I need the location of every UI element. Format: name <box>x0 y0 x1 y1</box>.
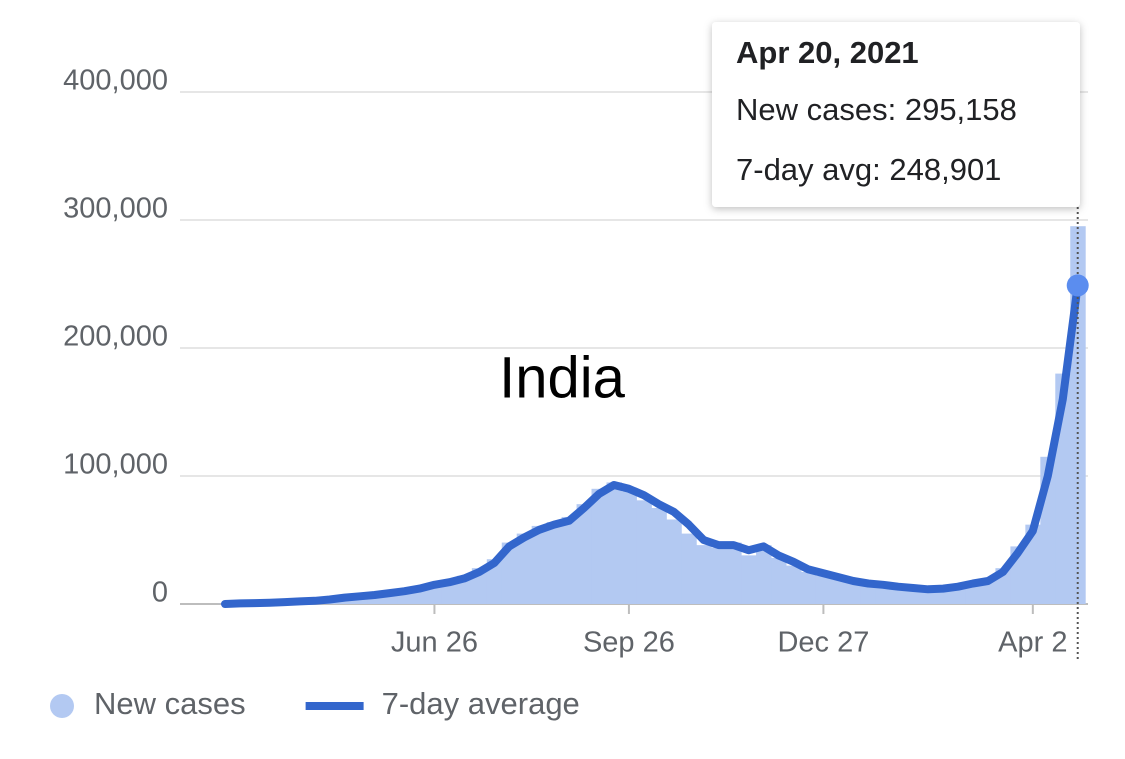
bar <box>726 542 742 604</box>
legend: New cases 7-day average <box>50 686 580 721</box>
bar <box>591 488 607 604</box>
annotation: India <box>499 345 626 410</box>
tooltip-box <box>712 22 1080 207</box>
bar <box>920 589 937 604</box>
x-tick-label: Sep 26 <box>583 627 675 659</box>
bar <box>905 589 922 604</box>
bar <box>741 555 757 604</box>
bar <box>771 557 787 604</box>
bar <box>636 500 652 604</box>
bar <box>711 547 727 604</box>
bar <box>486 559 503 604</box>
bar <box>815 575 832 604</box>
bar <box>651 508 667 604</box>
bar <box>845 580 862 604</box>
y-tick-label: 200,000 <box>63 321 168 353</box>
legend-label: 7-day average <box>382 686 580 721</box>
legend-swatch <box>50 694 74 718</box>
bar <box>696 545 712 604</box>
bar <box>786 565 802 604</box>
bar <box>546 522 563 604</box>
y-tick-label: 100,000 <box>63 449 168 481</box>
x-tick-label: Dec 27 <box>777 627 869 659</box>
bar <box>666 519 682 604</box>
bar <box>681 533 697 604</box>
bar <box>531 525 548 604</box>
bar <box>576 504 593 604</box>
tooltip: Apr 20, 2021 New cases: 295,158 7-day av… <box>712 22 1080 207</box>
line <box>221 281 1082 608</box>
bar <box>890 588 907 604</box>
x-tick-label: Jun 26 <box>391 627 478 659</box>
legend-label: New cases <box>94 686 246 721</box>
bar <box>606 482 622 604</box>
bar <box>561 516 578 604</box>
x-tick-label: Apr 2 <box>998 627 1067 659</box>
bar <box>501 542 518 604</box>
bar <box>756 545 772 604</box>
bar <box>367 594 383 604</box>
hover-point <box>1066 274 1089 297</box>
bar <box>516 533 533 604</box>
bar <box>830 578 847 604</box>
tooltip-line: New cases: 295,158 <box>736 92 1017 127</box>
grid: 0 100,000 200,000 300,000 400,000 Jun 26 Sep 2… <box>63 65 1088 659</box>
bar <box>382 592 398 604</box>
bar <box>800 572 817 604</box>
y-tick-label: 0 <box>152 577 168 609</box>
tooltip-line: 7-day avg: 248,901 <box>736 152 1001 187</box>
bar <box>875 586 892 604</box>
bar <box>1025 524 1041 604</box>
marks <box>217 207 1089 660</box>
bar <box>621 491 637 604</box>
y-tick-label: 300,000 <box>63 193 168 225</box>
bar <box>860 584 877 604</box>
tooltip-title: Apr 20, 2021 <box>736 35 919 70</box>
y-tick-label: 400,000 <box>63 65 168 97</box>
